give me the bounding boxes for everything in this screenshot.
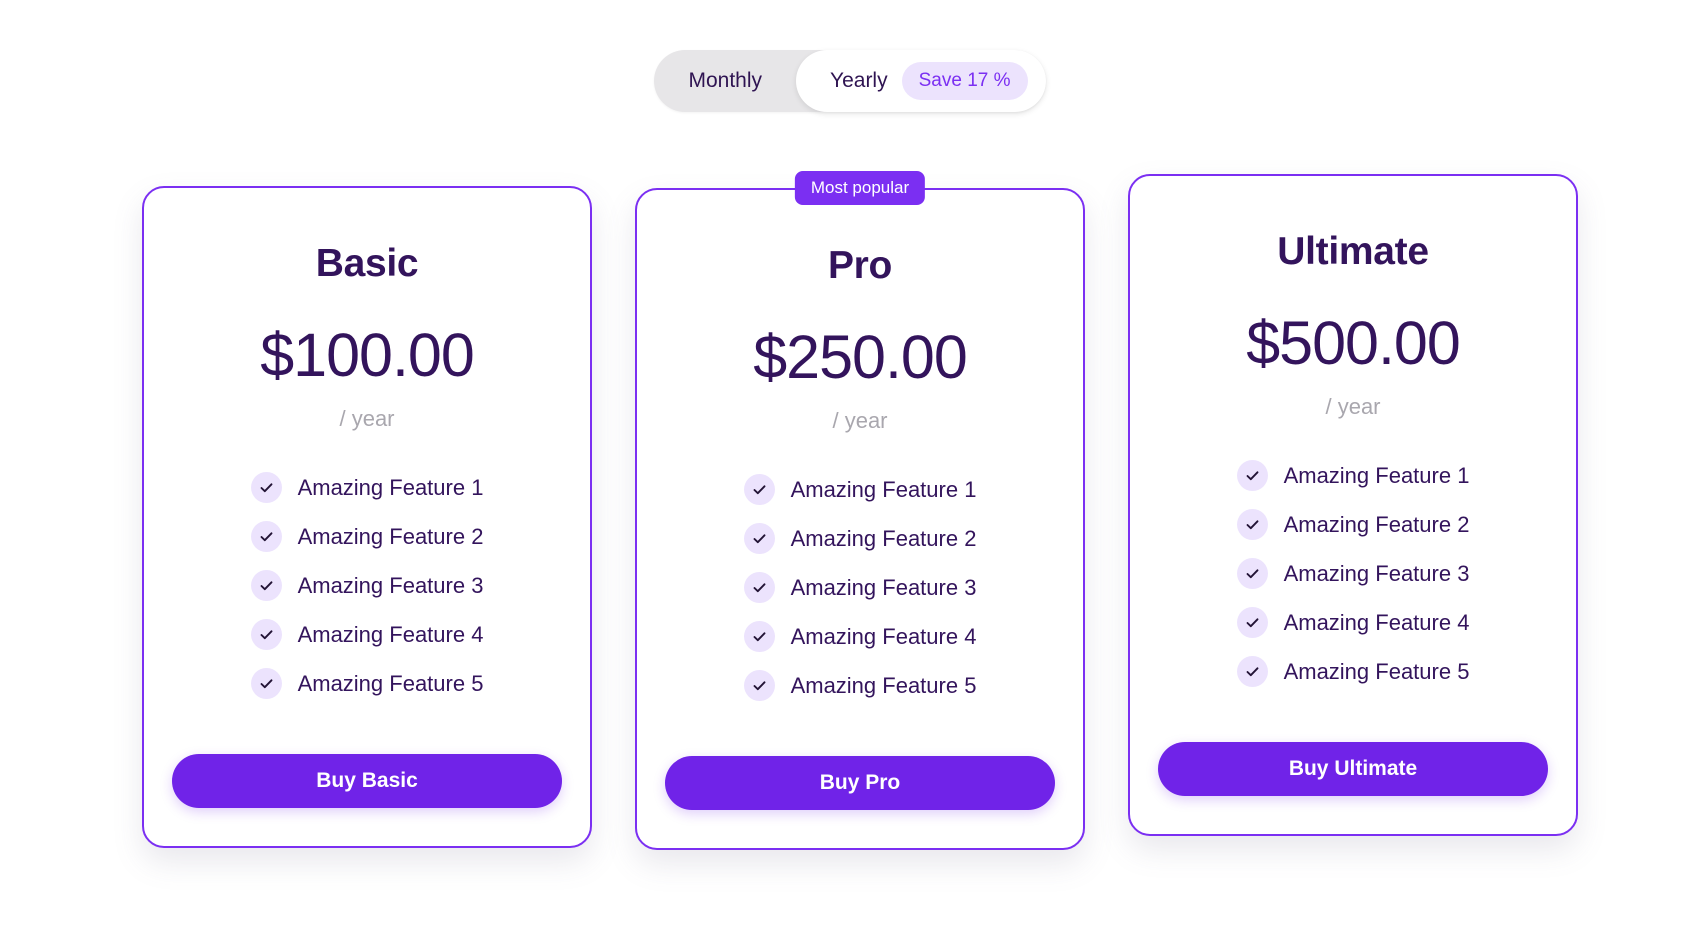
feature-label: Amazing Feature 2 bbox=[1283, 511, 1470, 537]
check-icon bbox=[743, 523, 775, 554]
check-icon bbox=[250, 619, 282, 650]
pricing-card-ultimate[interactable]: Ultimate $500.00 / year Amazing Feature … bbox=[1128, 174, 1578, 836]
feature-label: Amazing Feature 4 bbox=[297, 621, 484, 647]
check-icon bbox=[1236, 607, 1268, 638]
feature-list-ultimate: Amazing Feature 1 Amazing Feature 2 Amaz… bbox=[1236, 460, 1470, 687]
plan-name-ultimate: Ultimate bbox=[1277, 230, 1429, 273]
check-icon bbox=[743, 621, 775, 652]
list-item: Amazing Feature 1 bbox=[1236, 460, 1470, 491]
feature-label: Amazing Feature 5 bbox=[790, 672, 977, 698]
feature-label: Amazing Feature 2 bbox=[297, 523, 484, 549]
check-icon bbox=[250, 668, 282, 699]
buy-button-basic[interactable]: Buy Basic bbox=[172, 754, 562, 808]
plan-price-basic: $100.00 bbox=[260, 321, 474, 389]
list-item: Amazing Feature 5 bbox=[743, 670, 977, 701]
list-item: Amazing Feature 2 bbox=[743, 523, 977, 554]
check-icon bbox=[1236, 558, 1268, 589]
feature-label: Amazing Feature 3 bbox=[1283, 560, 1470, 586]
pricing-card-pro[interactable]: Most popular Pro $250.00 / year Amazing … bbox=[635, 171, 1085, 850]
plan-period-basic: / year bbox=[339, 406, 395, 431]
check-icon bbox=[1236, 460, 1268, 491]
plan-period-ultimate: / year bbox=[1325, 394, 1381, 419]
check-icon bbox=[250, 472, 282, 503]
toggle-option-yearly[interactable]: Yearly Save 17 % bbox=[796, 50, 1046, 112]
feature-label: Amazing Feature 5 bbox=[297, 670, 484, 696]
feature-label: Amazing Feature 1 bbox=[297, 474, 484, 500]
check-icon bbox=[250, 521, 282, 552]
check-icon bbox=[743, 572, 775, 603]
feature-label: Amazing Feature 4 bbox=[1283, 609, 1470, 635]
plan-name-basic: Basic bbox=[315, 242, 419, 285]
billing-toggle-container: Monthly Yearly Save 17 % bbox=[0, 50, 1700, 112]
feature-label: Amazing Feature 3 bbox=[790, 574, 977, 600]
most-popular-badge: Most popular bbox=[794, 171, 926, 205]
buy-button-pro[interactable]: Buy Pro bbox=[665, 756, 1055, 810]
billing-period-toggle[interactable]: Monthly Yearly Save 17 % bbox=[654, 50, 1046, 112]
toggle-option-monthly[interactable]: Monthly bbox=[654, 50, 796, 112]
check-icon bbox=[743, 670, 775, 701]
feature-label: Amazing Feature 3 bbox=[297, 572, 484, 598]
plan-price-ultimate: $500.00 bbox=[1246, 309, 1460, 377]
check-icon bbox=[743, 474, 775, 505]
check-icon bbox=[250, 570, 282, 601]
feature-label: Amazing Feature 1 bbox=[790, 476, 977, 502]
feature-list-pro: Amazing Feature 1 Amazing Feature 2 Amaz… bbox=[743, 474, 977, 701]
list-item: Amazing Feature 2 bbox=[1236, 509, 1470, 540]
check-icon bbox=[1236, 656, 1268, 687]
toggle-option-yearly-label: Yearly bbox=[830, 69, 888, 92]
list-item: Amazing Feature 2 bbox=[250, 521, 484, 552]
feature-label: Amazing Feature 1 bbox=[1283, 462, 1470, 488]
feature-label: Amazing Feature 4 bbox=[790, 623, 977, 649]
list-item: Amazing Feature 4 bbox=[250, 619, 484, 650]
toggle-option-monthly-label: Monthly bbox=[688, 69, 762, 92]
list-item: Amazing Feature 3 bbox=[1236, 558, 1470, 589]
pricing-card-basic[interactable]: Basic $100.00 / year Amazing Feature 1 A… bbox=[142, 186, 592, 848]
feature-label: Amazing Feature 2 bbox=[790, 525, 977, 551]
list-item: Amazing Feature 4 bbox=[1236, 607, 1470, 638]
list-item: Amazing Feature 4 bbox=[743, 621, 977, 652]
feature-list-basic: Amazing Feature 1 Amazing Feature 2 Amaz… bbox=[250, 472, 484, 699]
check-icon bbox=[1236, 509, 1268, 540]
list-item: Amazing Feature 3 bbox=[250, 570, 484, 601]
list-item: Amazing Feature 1 bbox=[250, 472, 484, 503]
plan-period-pro: / year bbox=[832, 408, 888, 433]
feature-label: Amazing Feature 5 bbox=[1283, 658, 1470, 684]
list-item: Amazing Feature 5 bbox=[250, 668, 484, 699]
list-item: Amazing Feature 3 bbox=[743, 572, 977, 603]
save-badge: Save 17 % bbox=[901, 62, 1028, 100]
plan-name-pro: Pro bbox=[827, 244, 893, 287]
plan-price-pro: $250.00 bbox=[753, 323, 967, 391]
buy-button-ultimate[interactable]: Buy Ultimate bbox=[1158, 742, 1548, 796]
list-item: Amazing Feature 5 bbox=[1236, 656, 1470, 687]
list-item: Amazing Feature 1 bbox=[743, 474, 977, 505]
